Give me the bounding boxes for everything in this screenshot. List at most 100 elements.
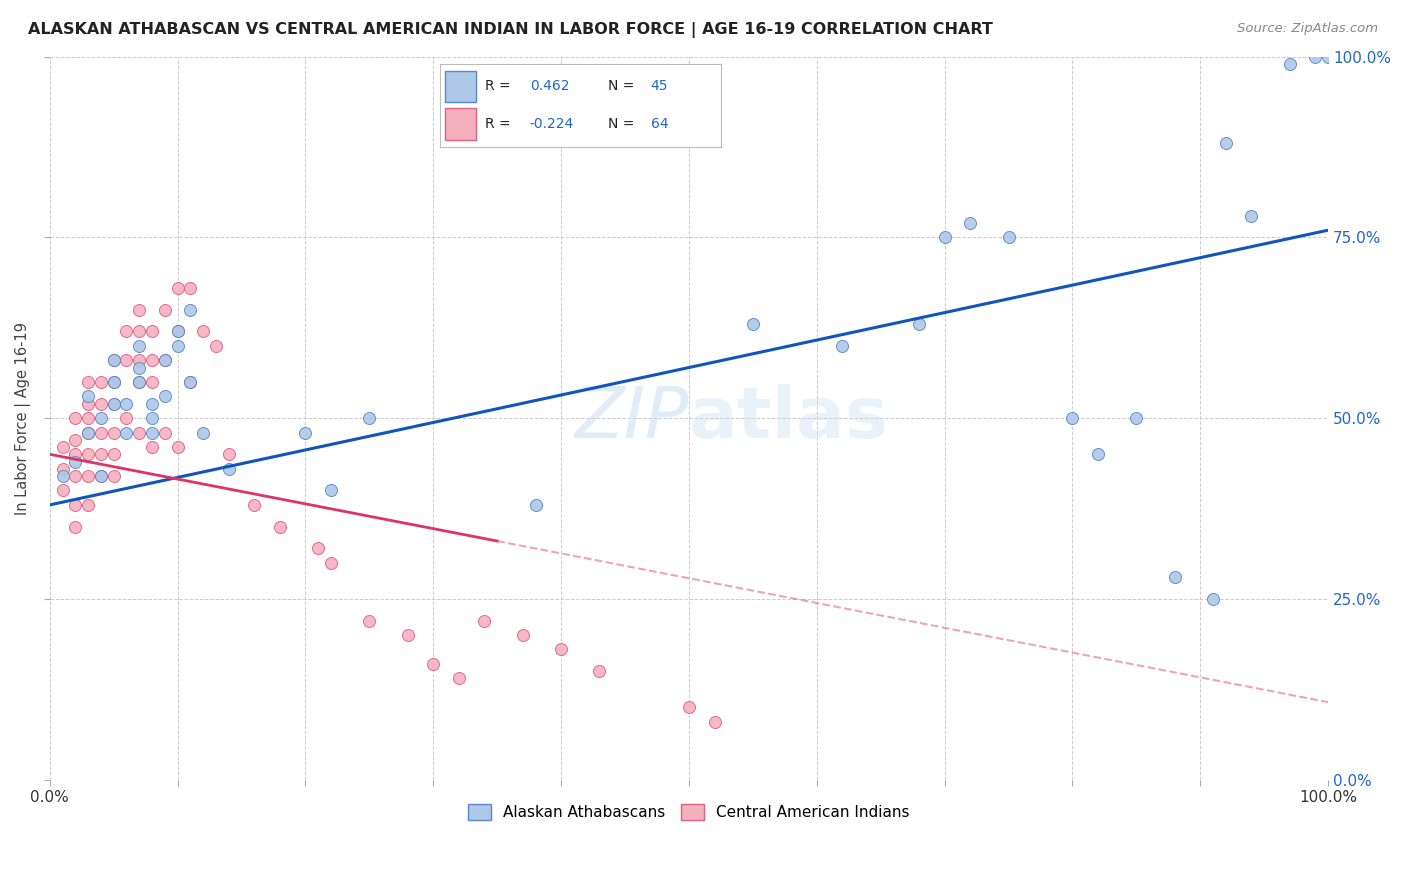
Point [77,411,100,425]
Point [90,411,112,425]
Point [77,375,100,389]
Point [51,462,73,476]
Point [51,483,73,498]
Point [103,397,125,411]
Point [153,425,176,440]
Y-axis label: In Labor Force | Age 16-19: In Labor Force | Age 16-19 [15,322,31,515]
Point [269,519,291,533]
Point [65,519,87,533]
Point [77,425,100,440]
Point [103,425,125,440]
Point [307,541,329,556]
Point [1062,411,1084,425]
Point [474,614,496,628]
Point [703,714,725,729]
Point [997,230,1019,244]
Point [908,317,931,331]
Text: ALASKAN ATHABASCAN VS CENTRAL AMERICAN INDIAN IN LABOR FORCE | AGE 16-19 CORRELA: ALASKAN ATHABASCAN VS CENTRAL AMERICAN I… [28,22,993,38]
Point [191,325,214,339]
Point [166,325,188,339]
Point [65,469,87,483]
Point [77,389,100,403]
Point [103,469,125,483]
Point [1087,447,1109,461]
Point [77,469,100,483]
Point [1305,50,1327,64]
Point [191,425,214,440]
Point [77,447,100,461]
Point [65,454,87,468]
Point [166,339,188,353]
Point [128,375,150,389]
Point [115,353,138,368]
Point [422,657,444,671]
Point [65,447,87,461]
Point [179,375,201,389]
Point [319,556,342,570]
Point [65,498,87,512]
Point [141,397,163,411]
Point [166,281,188,295]
Point [128,375,150,389]
Text: ZIP: ZIP [575,384,689,452]
Point [678,700,700,714]
Point [959,216,981,230]
Point [115,397,138,411]
Point [77,397,100,411]
Point [90,425,112,440]
Point [1240,209,1263,223]
Point [934,230,956,244]
Point [153,353,176,368]
Point [103,375,125,389]
Point [166,325,188,339]
Point [141,440,163,454]
Point [103,353,125,368]
Point [396,628,419,642]
Point [141,411,163,425]
Point [141,375,163,389]
Point [65,433,87,447]
Point [90,469,112,483]
Point [179,302,201,317]
Point [512,628,534,642]
Point [1164,570,1187,584]
Point [51,440,73,454]
Point [1125,411,1147,425]
Point [243,498,266,512]
Point [128,339,150,353]
Point [359,614,381,628]
Point [166,440,188,454]
Text: Source: ZipAtlas.com: Source: ZipAtlas.com [1237,22,1378,36]
Point [741,317,763,331]
Point [77,425,100,440]
Text: atlas: atlas [689,384,889,452]
Point [359,411,381,425]
Point [103,447,125,461]
Point [128,325,150,339]
Point [1278,57,1301,71]
Point [153,389,176,403]
Point [128,302,150,317]
Point [319,483,342,498]
Point [77,498,100,512]
Point [294,425,316,440]
Point [141,425,163,440]
Point [1202,591,1225,606]
Point [65,411,87,425]
Point [524,498,547,512]
Point [51,469,73,483]
Point [218,447,240,461]
Point [153,353,176,368]
Point [128,360,150,375]
Point [550,642,572,657]
Point [115,325,138,339]
Point [128,425,150,440]
Point [153,302,176,317]
Point [90,375,112,389]
Point [1215,136,1237,151]
Point [205,339,228,353]
Point [90,397,112,411]
Point [1317,50,1340,64]
Point [103,353,125,368]
Point [90,447,112,461]
